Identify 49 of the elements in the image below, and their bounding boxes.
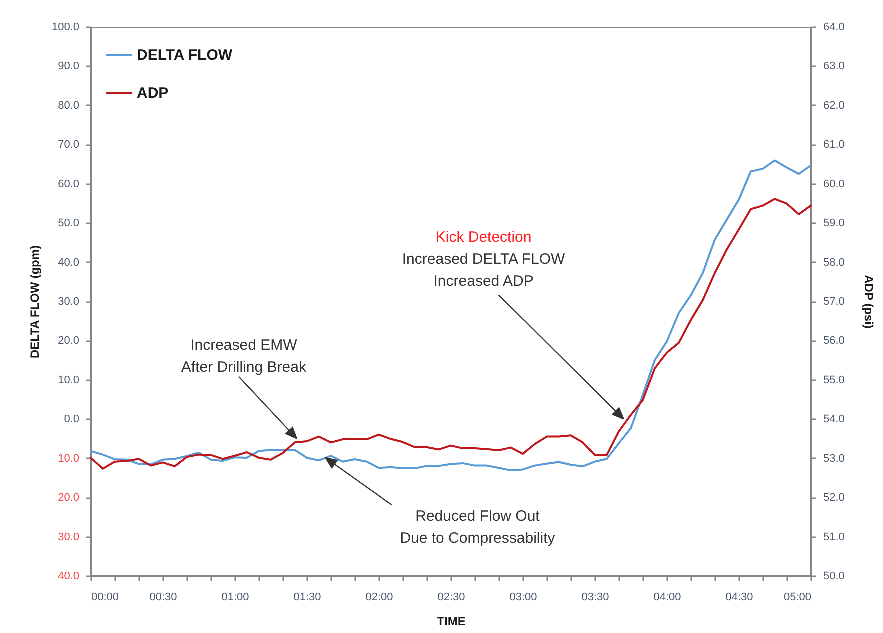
x-tick-label: 03:30 [582, 592, 610, 604]
y2-tick-label: 51.0 [824, 531, 845, 544]
y-tick-label: 50.0 [58, 218, 80, 230]
y2-axis-title: ADP (psi) [862, 275, 876, 329]
y-tick-label: 30.0 [58, 531, 80, 544]
x-tick-label: 04:30 [726, 592, 754, 604]
y2-tick-label: 56.0 [824, 335, 845, 348]
y-axis-title: DELTA FLOW (gpm) [28, 245, 42, 359]
y-tick-label: 40.0 [58, 256, 80, 269]
x-tick-label: 00:30 [150, 592, 178, 604]
x-axis-title: TIME [437, 614, 466, 628]
y-tick-label: 100.0 [52, 22, 80, 34]
annotation: Kick Detection Increased DELTA FLOW Increased ADP [402, 229, 566, 290]
y2-tick-label: 60.0 [824, 178, 845, 190]
y2-tick-label: 59.0 [824, 218, 845, 230]
legend-label: ADP [137, 85, 169, 102]
annotation: Increased EMW After Drilling Break [181, 336, 307, 376]
x-tick-label: 01:00 [222, 592, 250, 604]
y-tick-label: 10.0 [58, 452, 80, 465]
y2-tick-label: 61.0 [824, 139, 845, 152]
y2-tick-label: 62.0 [824, 100, 845, 112]
y2-tick-label: 64.0 [824, 22, 845, 34]
y2-tick-label: 55.0 [824, 374, 845, 386]
y2-tick-label: 58.0 [824, 256, 845, 269]
y2-tick-label: 52.0 [824, 492, 845, 504]
x-tick-label: 01:30 [294, 592, 322, 604]
y-tick-label: 40.0 [58, 570, 80, 582]
annotation: Reduced Flow Out Due to Compressability [400, 508, 556, 547]
legend-label: DELTA FLOW [137, 47, 234, 64]
y2-tick-label: 54.0 [824, 414, 845, 426]
y-tick-label: 20.0 [58, 492, 80, 504]
x-tick-label: 05:00 [784, 592, 812, 604]
x-tick-label: 02:30 [438, 592, 466, 604]
y2-tick-label: 53.0 [824, 452, 845, 465]
y-tick-label: 10.0 [58, 374, 80, 386]
y-tick-label: 60.0 [58, 178, 80, 190]
y-tick-label: 90.0 [58, 60, 80, 73]
y2-tick-label: 50.0 [824, 570, 845, 582]
x-tick-label: 00:00 [92, 592, 120, 604]
y-tick-label: 30.0 [58, 296, 80, 308]
y-tick-label: 0.0 [64, 414, 80, 426]
x-tick-label: 03:00 [510, 592, 538, 604]
x-tick-label: 02:00 [366, 592, 394, 604]
y2-tick-label: 57.0 [824, 296, 845, 308]
y-tick-label: 70.0 [58, 139, 80, 152]
y2-tick-label: 63.0 [824, 60, 845, 73]
y-tick-label: 80.0 [58, 100, 80, 112]
x-tick-label: 04:00 [654, 592, 682, 604]
y-tick-label: 20.0 [58, 335, 80, 348]
